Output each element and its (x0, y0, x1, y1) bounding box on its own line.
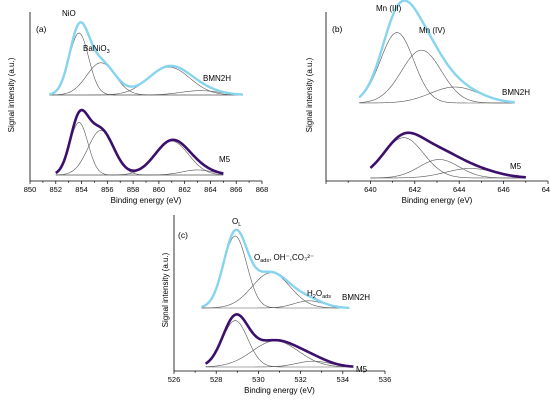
sample-label-m5: M5 (510, 162, 522, 171)
x-tick-label: 536 (379, 375, 392, 384)
x-tick-label: 646 (497, 185, 510, 194)
x-tick-label: 866 (230, 185, 243, 194)
envelope-m5 (369, 131, 527, 179)
x-tick-label: 854 (75, 185, 88, 194)
peak-annotation: Mn (IV) (419, 26, 446, 35)
chart-panel-3: 526 528 530 532 534 536 Binding energy (eV) Sig… (161, 215, 391, 395)
component-peak-m5-1 (55, 122, 224, 176)
panel-letter: (c) (178, 230, 188, 240)
component-peak-m5-2 (55, 130, 224, 176)
envelope-bmn2h (49, 21, 243, 96)
chart-panel-2: 640 642 644 646 648 Binding energy (eV) Signal… (305, 0, 550, 205)
x-axis-title: Binding energy (eV) (244, 386, 315, 395)
y-axis-title: Signal intensity (a.u.) (305, 57, 314, 132)
envelope-bmn2h (358, 0, 515, 104)
sample-label-bmn2h: BMN2H (502, 88, 530, 97)
y-axis-title: Signal intensity (a.u.) (7, 57, 16, 132)
peak-annotation: Mn (III) (376, 4, 402, 13)
component-peak-m5-3 (205, 360, 354, 368)
peak-annotation: H2Oads (307, 289, 331, 300)
envelope-bmn2h (201, 228, 350, 310)
x-tick-label: 532 (294, 375, 307, 384)
panel-letter: (a) (36, 24, 47, 34)
x-tick-label: 852 (50, 185, 63, 194)
x-tick-label: 864 (204, 185, 217, 194)
panel-letter: (b) (332, 24, 343, 34)
component-peak-m5-4 (55, 169, 224, 176)
chart-panel-1: 850 852 854 856 858 860 862 864 866 868 Binding en… (7, 9, 268, 205)
envelope-m5 (204, 313, 354, 368)
x-tick-label: 850 (24, 185, 37, 194)
peak-annotation: Oads, OH⁻,CO₃²⁻ (254, 253, 314, 264)
x-tick-label: 856 (101, 185, 114, 194)
x-tick-label: 526 (168, 375, 181, 384)
x-tick-label: 862 (178, 185, 191, 194)
x-axis-title: Binding energy (eV) (402, 196, 473, 205)
component-peak-bmn2h-4 (49, 90, 243, 96)
x-tick-label: 858 (127, 185, 140, 194)
sample-label-bmn2h: BMN2H (203, 74, 231, 83)
x-tick-label: 868 (256, 185, 269, 194)
component-peak-m5-2 (370, 159, 526, 179)
y-axis-title: Signal intensity (a.u.) (161, 252, 170, 327)
component-peak-bmn2h-2 (359, 49, 515, 104)
component-peak-bmn2h-2 (201, 272, 350, 309)
peak-annotation: BaNiO3 (83, 44, 110, 55)
envelope-m5 (55, 108, 224, 175)
sample-label-m5: M5 (219, 155, 231, 164)
x-axis-title: Binding energy (eV) (111, 196, 182, 205)
x-tick-label: 648 (542, 185, 550, 194)
x-tick-label: 530 (252, 375, 265, 384)
x-tick-label: 644 (453, 185, 466, 194)
x-tick-label: 860 (153, 185, 166, 194)
sample-label-bmn2h: BMN2H (342, 293, 370, 302)
peak-annotation: NiO (62, 9, 76, 18)
x-tick-label: 640 (364, 185, 377, 194)
sample-label-m5: M5 (356, 365, 368, 374)
x-tick-label: 528 (210, 375, 223, 384)
component-peak-m5-1 (205, 320, 354, 368)
x-tick-label: 642 (409, 185, 422, 194)
peak-annotation: OL (232, 217, 241, 228)
x-tick-label: 534 (337, 375, 350, 384)
